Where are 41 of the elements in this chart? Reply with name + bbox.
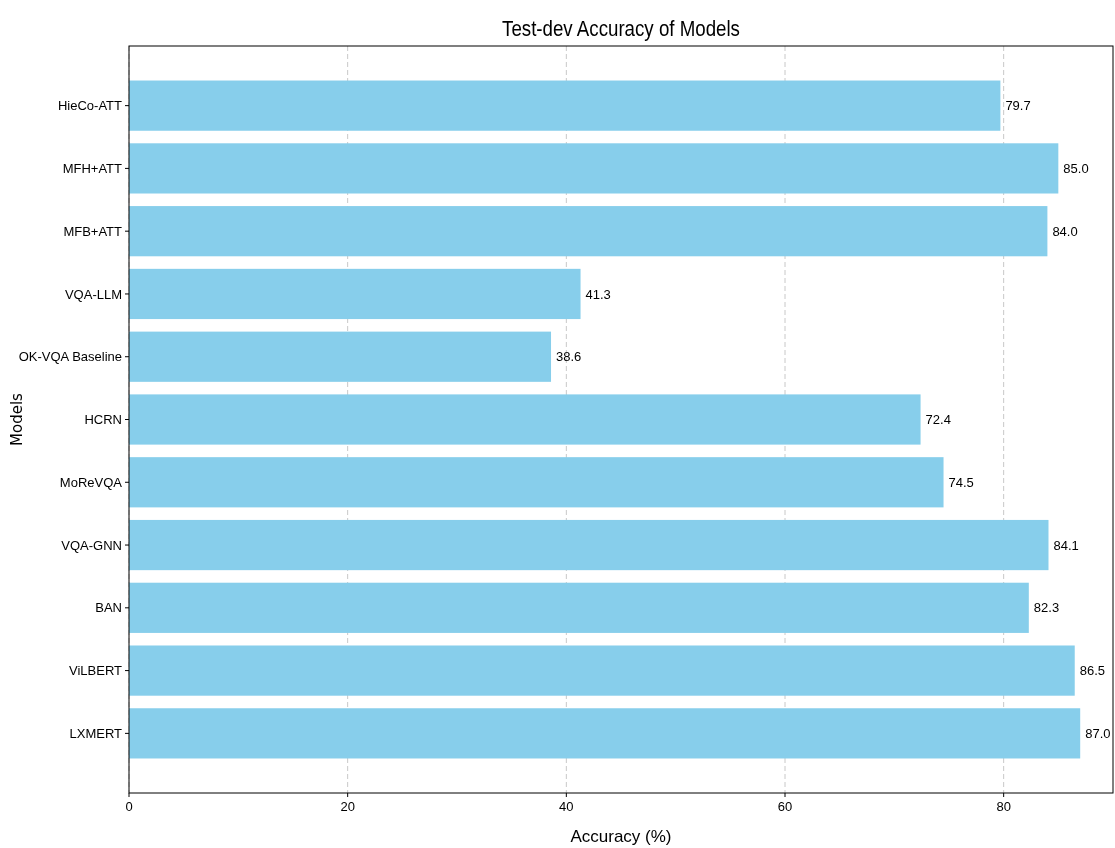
y-tick-label: HCRN: [84, 412, 122, 428]
bar: [129, 582, 1029, 633]
bar: [129, 268, 581, 320]
x-tick-label: 80: [996, 799, 1011, 814]
data-label: 74.5: [948, 474, 974, 490]
bar: [129, 708, 1081, 759]
y-axis-title: Models: [8, 392, 26, 446]
y-tick-label: MFB+ATT: [63, 223, 123, 239]
bar: [129, 331, 552, 382]
bar: [129, 143, 1059, 194]
y-tick-label: MoReVQA: [59, 474, 123, 490]
y-tick-label: VQA-GNN: [61, 537, 122, 553]
y-tick-label: BAN: [95, 600, 122, 616]
data-label: 72.4: [925, 412, 951, 428]
x-axis-title: Accuracy (%): [570, 827, 672, 846]
data-label: 41.3: [585, 286, 611, 302]
y-tick-label: HieCo-ATT: [57, 98, 123, 114]
y-tick-label: ViLBERT: [69, 663, 123, 679]
data-label: 38.6: [556, 349, 582, 365]
x-tick-label: 20: [340, 799, 355, 814]
y-tick-label: OK-VQA Baseline: [18, 349, 122, 365]
bar: [129, 645, 1075, 696]
data-label: 87.0: [1085, 725, 1111, 741]
y-tick-label: MFH+ATT: [62, 160, 123, 176]
y-tick-label: VQA-LLM: [64, 286, 122, 302]
y-tick-label: LXMERT: [69, 725, 123, 741]
bar: [129, 394, 921, 445]
x-tick-label: 0: [125, 799, 133, 814]
x-tick-label: 40: [559, 799, 574, 814]
data-label: 86.5: [1079, 663, 1106, 679]
chart-title: Test-dev Accuracy of Models: [502, 16, 740, 41]
data-label: 85.0: [1063, 160, 1089, 176]
bar: [129, 519, 1049, 571]
bar: [129, 206, 1048, 257]
data-label: 84.1: [1053, 537, 1079, 553]
data-label: 82.3: [1033, 600, 1060, 616]
bar: [129, 457, 944, 508]
bar: [129, 80, 1001, 131]
data-label: 84.0: [1052, 223, 1078, 239]
data-label: 79.7: [1005, 98, 1031, 114]
x-tick-label: 60: [777, 799, 793, 814]
